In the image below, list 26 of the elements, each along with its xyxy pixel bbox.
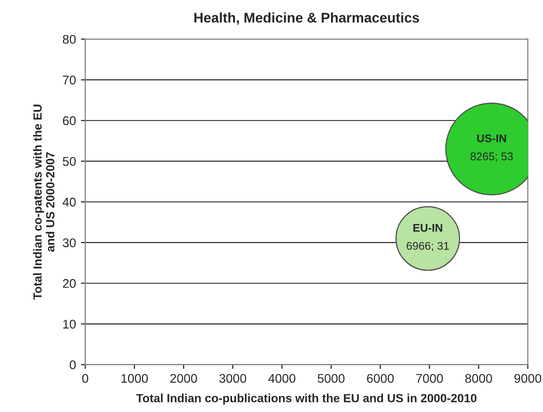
y-tick-label: 80 [62, 34, 76, 44]
x-tick-label: 5000 [318, 374, 345, 383]
y-tick-label: 20 [62, 279, 76, 288]
y-tick-label: 50 [62, 156, 76, 166]
x-tick-label: 9000 [514, 374, 542, 383]
x-axis-title: Total Indian co-publications with the EU and US in 2000-2010 [136, 394, 476, 405]
x-tick-label: 6000 [367, 374, 394, 383]
y-axis-title: Total Indian co-patents with the EU and US 2000-2007 [33, 104, 54, 300]
series-label: EU-IN [413, 224, 442, 232]
x-tick-label: 4000 [268, 374, 296, 383]
x-tick-label: 8000 [465, 374, 492, 383]
y-tick-label: 60 [62, 116, 76, 126]
data-label: 8265; 53 [470, 152, 513, 162]
chart-title: Health, Medicine & Pharmaceutics [194, 12, 420, 25]
x-tick-label: 0 [82, 374, 88, 383]
x-tick-label: 1000 [121, 374, 148, 383]
y-tick-label: 30 [62, 238, 76, 248]
y-tick-label: 10 [63, 320, 76, 329]
x-tick-label: 7000 [416, 374, 443, 383]
y-tick-label: 70 [62, 76, 76, 84]
x-tick-label: 2000 [170, 374, 198, 383]
series-label: US-IN [477, 134, 506, 142]
y-tick-label: 40 [62, 198, 76, 207]
data-label: 6966; 31 [406, 242, 449, 252]
x-tick-label: 3000 [219, 374, 246, 383]
y-tick-label: 0 [70, 360, 76, 370]
